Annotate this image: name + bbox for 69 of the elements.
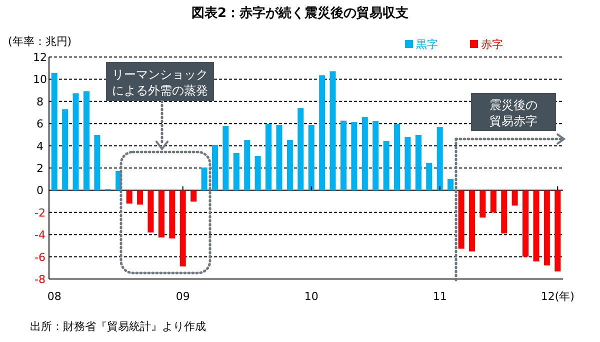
bar: [330, 71, 336, 190]
bar: [201, 168, 208, 190]
bar: [266, 124, 272, 190]
y-tick-label: -4: [34, 228, 46, 242]
bar: [244, 140, 250, 190]
bar: [415, 135, 422, 190]
legend-label: 赤字: [481, 38, 503, 51]
y-tick-label: 6: [36, 118, 44, 131]
chart-title: 図表2：赤字が続く震災後の貿易収支: [191, 5, 409, 21]
bar: [522, 190, 529, 257]
bar: [362, 117, 368, 190]
y-tick-label: 4: [36, 140, 44, 153]
bar: [212, 145, 218, 190]
bar: [158, 190, 164, 238]
bar: [298, 108, 304, 190]
bar: [372, 121, 379, 190]
y-tick-label: 12: [33, 51, 47, 64]
bar: [222, 126, 229, 190]
bar: [490, 190, 496, 212]
y-tick-label: -2: [34, 206, 46, 220]
bar: [126, 190, 132, 204]
annotation: リーマンショックによる外需の蒸発: [112, 68, 208, 98]
bar: [180, 190, 186, 266]
bar: [436, 127, 443, 190]
bar: [137, 190, 144, 205]
bar: [233, 153, 240, 190]
bar: [448, 178, 454, 190]
y-tick-label: 8: [36, 95, 44, 108]
x-tick-label: 10: [304, 290, 318, 303]
bar: [254, 156, 261, 190]
y-tick-label: 0: [36, 184, 44, 198]
bar: [458, 190, 464, 249]
bar: [319, 75, 326, 190]
x-tick-label: 11: [432, 290, 447, 303]
bar: [340, 120, 346, 190]
bar: [554, 190, 561, 272]
bar: [394, 124, 400, 190]
bar: [94, 135, 100, 190]
x-tick-label: 12(年): [540, 290, 574, 303]
legend-label: 黒字: [416, 38, 438, 51]
y-tick-label: 10: [33, 73, 47, 86]
bar: [148, 190, 154, 232]
bar: [512, 190, 518, 206]
bar: [426, 162, 432, 190]
y-axis-title: (年率：兆円): [8, 35, 72, 48]
text: 出所：財務省『貿易統計』より作成: [30, 320, 206, 333]
x-tick-label: 09: [176, 290, 190, 303]
bar: [468, 190, 475, 252]
y-tick-label: 2: [36, 162, 44, 175]
bar: [308, 125, 314, 190]
bar: [286, 140, 293, 190]
bar: [190, 190, 197, 202]
bar: [276, 125, 282, 190]
bar: [351, 122, 358, 190]
bar: [83, 91, 90, 190]
bar: [383, 141, 390, 190]
bar: [62, 109, 68, 190]
bar: [51, 72, 58, 190]
bar: [72, 93, 79, 190]
x-tick-label: 08: [47, 290, 62, 303]
bar: [404, 137, 411, 190]
bar: [533, 190, 540, 262]
bar: [544, 190, 550, 266]
y-tick-label: -6: [34, 250, 46, 264]
bar: [501, 190, 508, 234]
y-tick-label: -8: [34, 273, 46, 286]
annotation: 震災後の貿易赤字: [490, 98, 538, 128]
bar: [169, 190, 176, 238]
bar: [480, 190, 486, 218]
